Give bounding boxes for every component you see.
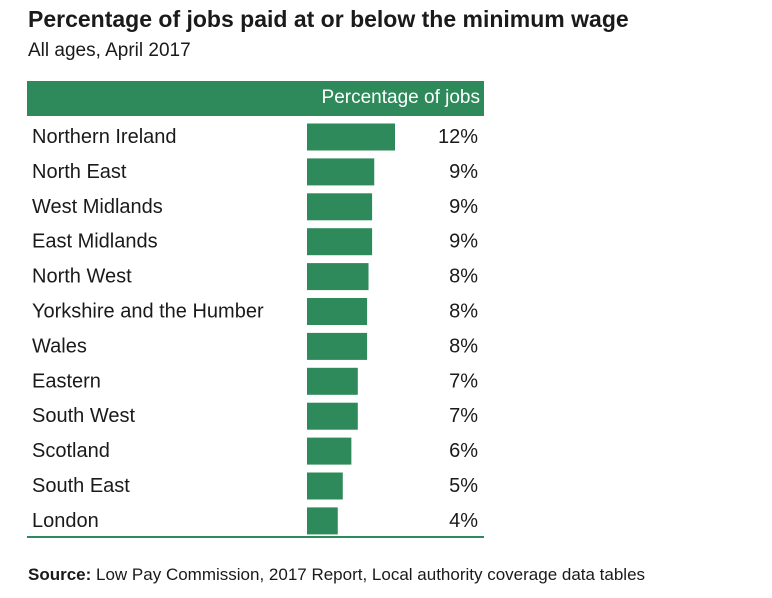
bar [307,228,373,256]
value-label: 9% [449,161,478,183]
bar [307,402,358,430]
chart-subtitle: All ages, April 2017 [28,40,191,61]
bar [307,298,368,325]
column-header-label: Percentage of jobs [321,87,480,108]
value-label: 12% [438,126,478,148]
bar [307,367,358,395]
bar [307,158,375,186]
category-label: Northern Ireland [32,126,177,148]
category-label: South East [32,475,130,497]
value-label: 7% [449,405,478,427]
value-label: 6% [449,440,478,462]
category-label: Yorkshire and the Humber [32,301,264,323]
category-label: South West [32,405,135,427]
source-text: Low Pay Commission, 2017 Report, Local a… [91,565,646,584]
value-label: 8% [449,266,478,288]
category-label: London [32,510,99,532]
category-label: North West [32,266,132,288]
bar [307,193,373,221]
value-label: 8% [449,335,478,357]
bottom-rule [27,536,484,538]
bar [307,263,369,291]
source-label: Source: [28,565,92,584]
category-label: Wales [32,335,87,357]
value-label: 4% [449,510,478,532]
value-label: 8% [449,301,478,323]
category-label: North East [32,161,127,183]
category-label: Scotland [32,440,110,462]
bar [307,123,395,151]
bar [307,437,352,465]
value-label: 9% [449,196,478,218]
source-note: Source: Low Pay Commission, 2017 Report,… [28,565,645,585]
bar [307,332,368,360]
category-label: Eastern [32,370,101,392]
value-label: 9% [449,231,478,253]
bar [307,507,338,535]
column-header-band: Percentage of jobs [27,81,484,116]
value-label: 7% [449,370,478,392]
chart-title: Percentage of jobs paid at or below the … [28,6,629,32]
value-label: 5% [449,475,478,497]
category-label: East Midlands [32,231,158,253]
bar [307,472,343,500]
category-label: West Midlands [32,196,163,218]
